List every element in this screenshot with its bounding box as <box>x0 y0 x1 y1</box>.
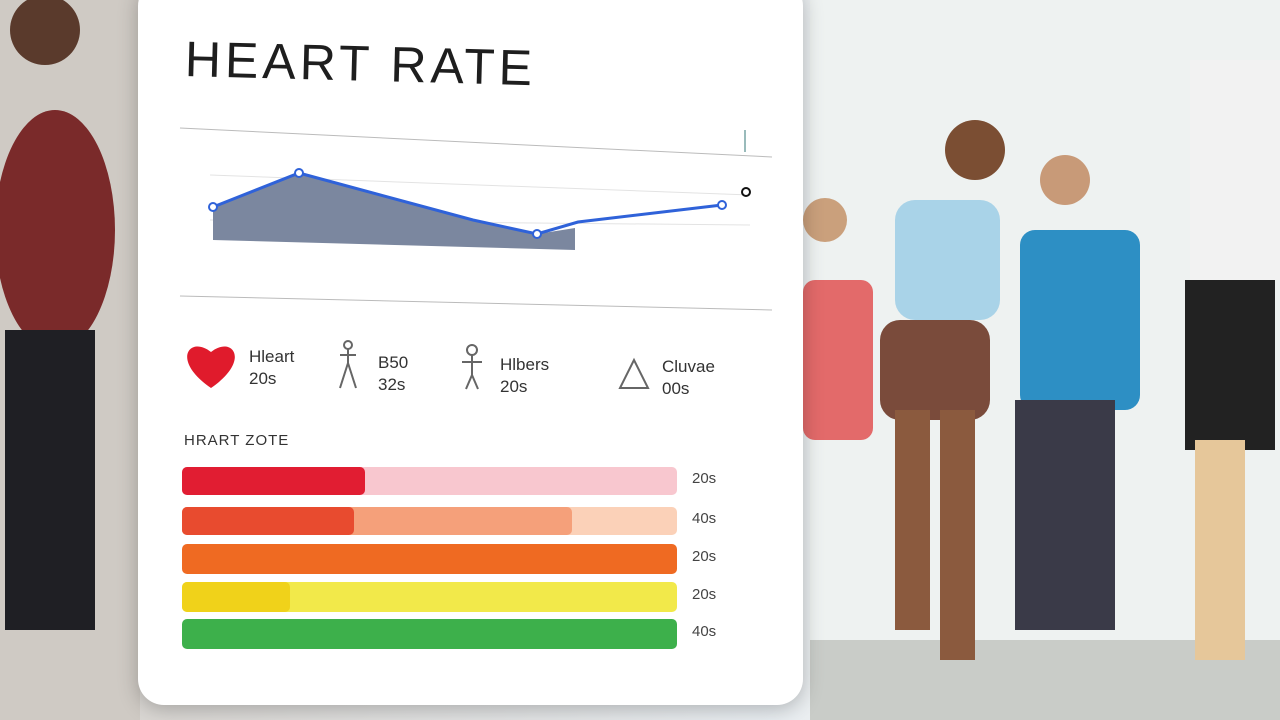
line <box>212 171 723 236</box>
stat-label: B50 <box>378 353 409 372</box>
zone-label: 20s <box>692 586 717 603</box>
zone-label: 40s <box>692 510 717 527</box>
zone-label: 40s <box>692 623 717 640</box>
stat-label: Hlbers <box>500 355 550 374</box>
marker <box>741 187 751 197</box>
stat: B50 32s <box>378 352 408 396</box>
stat-value: 00s <box>662 379 690 398</box>
grid-line <box>179 127 773 158</box>
stat-value: 20s <box>500 377 528 396</box>
stat-label: Cluvae <box>662 357 715 376</box>
heart-icon <box>187 346 235 388</box>
stat-label: Hleart <box>249 347 295 366</box>
zones-title: HRART ZOTE <box>184 432 290 449</box>
icons <box>339 340 650 390</box>
stat-value: 20s <box>249 369 277 388</box>
stat: Cluvae 00s <box>662 356 715 400</box>
zone-label: 20s <box>692 470 717 487</box>
points <box>208 168 727 239</box>
stat: Hlbers 20s <box>500 354 549 398</box>
zone-bars <box>182 467 677 649</box>
stat-value: 32s <box>378 375 406 394</box>
zone-label: 20s <box>692 548 717 565</box>
axis-line <box>179 295 773 311</box>
area <box>213 173 575 250</box>
stat: Hleart 20s <box>249 346 294 390</box>
